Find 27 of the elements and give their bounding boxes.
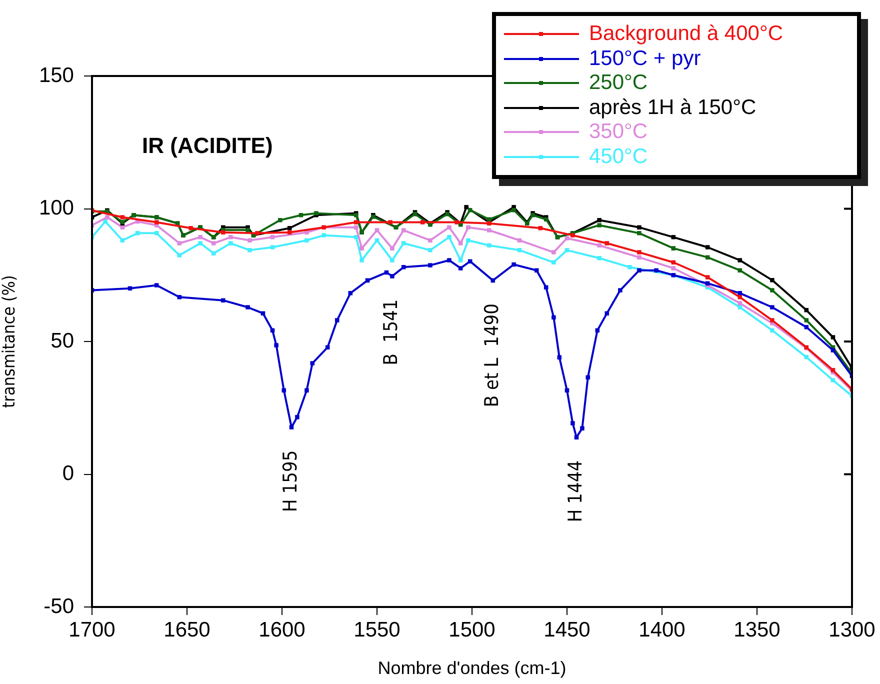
legend-label: Background à 400°C	[589, 22, 784, 46]
x-tick-label: 1400	[638, 618, 686, 642]
y-tick-label: 50	[50, 329, 74, 352]
x-tick-label: 1300	[828, 618, 876, 642]
annotation: H 1444	[564, 460, 586, 522]
annotation: B 1541	[380, 299, 402, 366]
legend-label: après 1H à 150°C	[589, 96, 756, 120]
x-axis-title: Nombre d'ondes (cm-1)	[378, 658, 566, 678]
y-axis-title: transmitance (%)	[0, 275, 20, 408]
x-tick-label: 1650	[164, 618, 210, 642]
y-tick-label: -50	[44, 594, 74, 618]
x-tick-label: 1350	[734, 618, 780, 642]
x-tick-label: 1600	[258, 618, 306, 642]
legend-label: 450°C	[589, 144, 648, 169]
y-tick-label: 100	[38, 196, 74, 220]
x-tick-label: 1500	[448, 618, 496, 642]
text: IR (ACIDITE)	[142, 133, 273, 158]
annotation: B et L 1490	[480, 303, 503, 408]
x-tick-label: 1550	[354, 618, 400, 642]
legend-label: 150°C + pyr	[589, 46, 701, 71]
x-tick-label: 1700	[68, 618, 116, 642]
annotation: H 1595	[279, 450, 302, 512]
legend-label: 350°C	[589, 120, 648, 144]
x-tick-label: 1450	[544, 618, 590, 642]
legend-label: 250°C	[589, 71, 648, 96]
y-tick-label: 150	[38, 64, 74, 87]
y-tick-label: 0	[62, 462, 74, 486]
